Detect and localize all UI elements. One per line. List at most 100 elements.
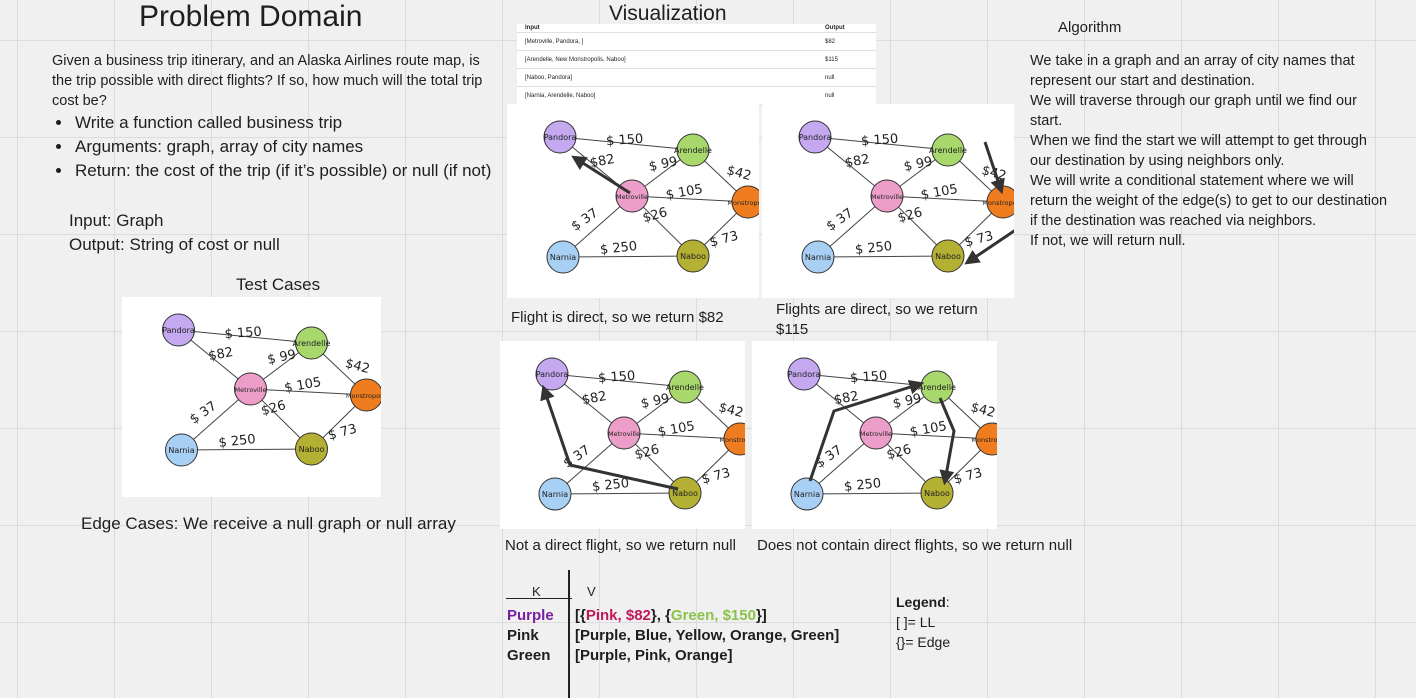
edge-weight-label: $ 250 xyxy=(599,239,638,258)
viz-graph-3: $ 150 $82 $ 99 $42 $ 105 $ 37 $26 $ 73 $ 250 Pand… xyxy=(500,341,745,529)
graph-node-label: Pandora xyxy=(536,370,569,379)
kv-value: [Purple, Blue, Yellow, Orange, Green] xyxy=(575,627,839,647)
requirement-item: Return: the cost of the trip (if it’s po… xyxy=(73,159,533,183)
path-arrow xyxy=(938,397,956,486)
kv-value-part: [Purple, Blue, Yellow, Orange, Green] xyxy=(575,627,840,644)
edge-weight-label: $42 xyxy=(717,400,745,421)
graph-node xyxy=(790,477,824,511)
edge-weight-label: $ 73 xyxy=(952,466,984,488)
input-spec: Input: Graph xyxy=(69,211,164,230)
table-cell: [Arendelle, New Monstropolis, Naboo] xyxy=(517,50,817,69)
edge-weight-label: $ 250 xyxy=(843,476,882,495)
edge-weight-label: $ 250 xyxy=(218,432,257,451)
graph-node-label: Pandora xyxy=(162,326,195,335)
graph-node xyxy=(798,120,832,154)
io-header-input: Input xyxy=(517,24,817,33)
graph-node xyxy=(676,239,710,273)
kv-header-line xyxy=(506,598,572,599)
graph-node-label: Monstropolis xyxy=(971,436,997,444)
graph-node-label: Pandora xyxy=(799,133,832,142)
graph-node-label: Naboo xyxy=(680,252,706,261)
edge-weight-label: $ 150 xyxy=(598,369,636,387)
graph-node-label: Arendelle xyxy=(929,146,967,155)
edge-weight-label: $ 99 xyxy=(648,154,679,175)
graph-edge xyxy=(250,388,367,396)
edge-weight-label: $ 150 xyxy=(850,369,888,387)
graph-node-label: Metroville xyxy=(860,430,892,438)
graph-node xyxy=(668,370,702,404)
table-cell: [Naboo, Pandora] xyxy=(517,68,817,87)
edge-weight-label: $ 99 xyxy=(892,391,923,412)
kv-value-part: Pink, $82 xyxy=(585,607,651,624)
graph-node xyxy=(546,240,580,274)
graph-node-label: Monstropolis xyxy=(982,199,1014,207)
viz-caption-4: Does not contain direct flights, so we r… xyxy=(757,537,1073,554)
io-table: Input Output [Metroville, Pandora, ] $82 … xyxy=(517,24,876,105)
graph-node xyxy=(723,422,745,456)
table-cell: [Metroville, Pandora, ] xyxy=(517,32,817,51)
table-cell: [Narnia, Arendelle, Naboo] xyxy=(517,86,817,105)
table-row: [Arendelle, New Monstropolis, Naboo] $115 xyxy=(517,50,876,69)
table-row: [Narnia, Arendelle, Naboo] null xyxy=(517,86,876,105)
graph-edge xyxy=(886,195,1004,203)
graph-node-label: Pandora xyxy=(544,133,577,142)
viz-graph-2: $ 150 $82 $ 99 $42 $ 105 $ 37 $26 $ 73 $ 250 Pand… xyxy=(762,104,1014,298)
table-cell: null xyxy=(817,86,876,105)
edge-weight-label: $82 xyxy=(589,152,616,171)
edge-weight-label: $ 99 xyxy=(266,347,297,368)
requirement-item: Arguments: graph, array of city names xyxy=(73,135,533,159)
edge-weight-label: $26 xyxy=(633,442,661,463)
graph-node-label: Narnia xyxy=(168,446,194,455)
graph-node-label: Monstropolis xyxy=(727,199,759,207)
graph-node-label: Pandora xyxy=(788,370,821,379)
visualization-title: Visualization xyxy=(609,2,727,25)
graph-node-label: Naboo xyxy=(299,445,325,454)
requirement-item: Write a function called business trip xyxy=(73,111,533,135)
kv-values: [{Pink, $82}, {Green, $150}] [Purple, Bl… xyxy=(575,607,839,667)
graph-node xyxy=(975,422,997,456)
graph-node-label: Naboo xyxy=(672,489,698,498)
algorithm-steps: We take in a graph and an array of city … xyxy=(1030,51,1390,251)
viz-caption-2: Flights are direct, so we return $115 xyxy=(776,301,978,338)
graph-edge xyxy=(817,255,949,258)
edge-weight-label: $26 xyxy=(896,205,924,226)
graph-node-label: Arendelle xyxy=(918,383,956,392)
edge-weight-label: $ 73 xyxy=(963,229,995,251)
edge-weight-label: $ 250 xyxy=(854,239,893,258)
graph-node-label: Naboo xyxy=(924,489,950,498)
graph-node xyxy=(165,433,198,467)
graph-node-label: Arendelle xyxy=(666,383,704,392)
viz-caption-3: Not a direct flight, so we return null xyxy=(505,537,736,554)
edge-weight-label: $ 99 xyxy=(903,154,934,175)
graph-node xyxy=(859,416,893,450)
graph-node xyxy=(668,476,702,510)
graph-edge xyxy=(554,492,686,495)
edge-weight-label: $42 xyxy=(725,163,753,184)
kv-key: Green xyxy=(507,647,551,664)
graph-node xyxy=(295,432,328,466)
graph-edge xyxy=(814,136,949,151)
viz-graph-4: $ 150 $82 $ 99 $42 $ 105 $ 37 $26 $ 73 $ 250 Pand… xyxy=(752,341,997,529)
graph-node-label: Narnia xyxy=(794,490,820,499)
graph-edge xyxy=(559,136,694,151)
edge-weight-label: $ 105 xyxy=(665,182,704,203)
output-spec: Output: String of cost or null xyxy=(69,235,280,254)
path-arrow xyxy=(571,155,631,195)
algorithm-title: Algorithm xyxy=(1058,19,1122,36)
legend: Legend: [ ]= LL {}= Edge xyxy=(896,592,950,652)
table-cell: $115 xyxy=(817,50,876,69)
table-cell: null xyxy=(817,68,876,87)
graph-node xyxy=(787,357,821,391)
graph-node xyxy=(931,239,965,273)
viz-caption-1: Flight is direct, so we return $82 xyxy=(511,309,724,326)
graph-edge xyxy=(178,329,312,344)
graph-node-label: Narnia xyxy=(805,253,831,262)
edge-weight-label: $ 37 xyxy=(187,399,219,428)
graph-node-label: Naboo xyxy=(935,252,961,261)
graph-node xyxy=(234,372,267,406)
kv-header-value: V xyxy=(587,584,596,599)
edge-weight-label: $ 73 xyxy=(327,422,359,444)
edge-weight-label: $ 99 xyxy=(640,391,671,412)
algorithm-step: We take in a graph and an array of city … xyxy=(1030,53,1355,89)
graph-edge xyxy=(875,432,993,440)
